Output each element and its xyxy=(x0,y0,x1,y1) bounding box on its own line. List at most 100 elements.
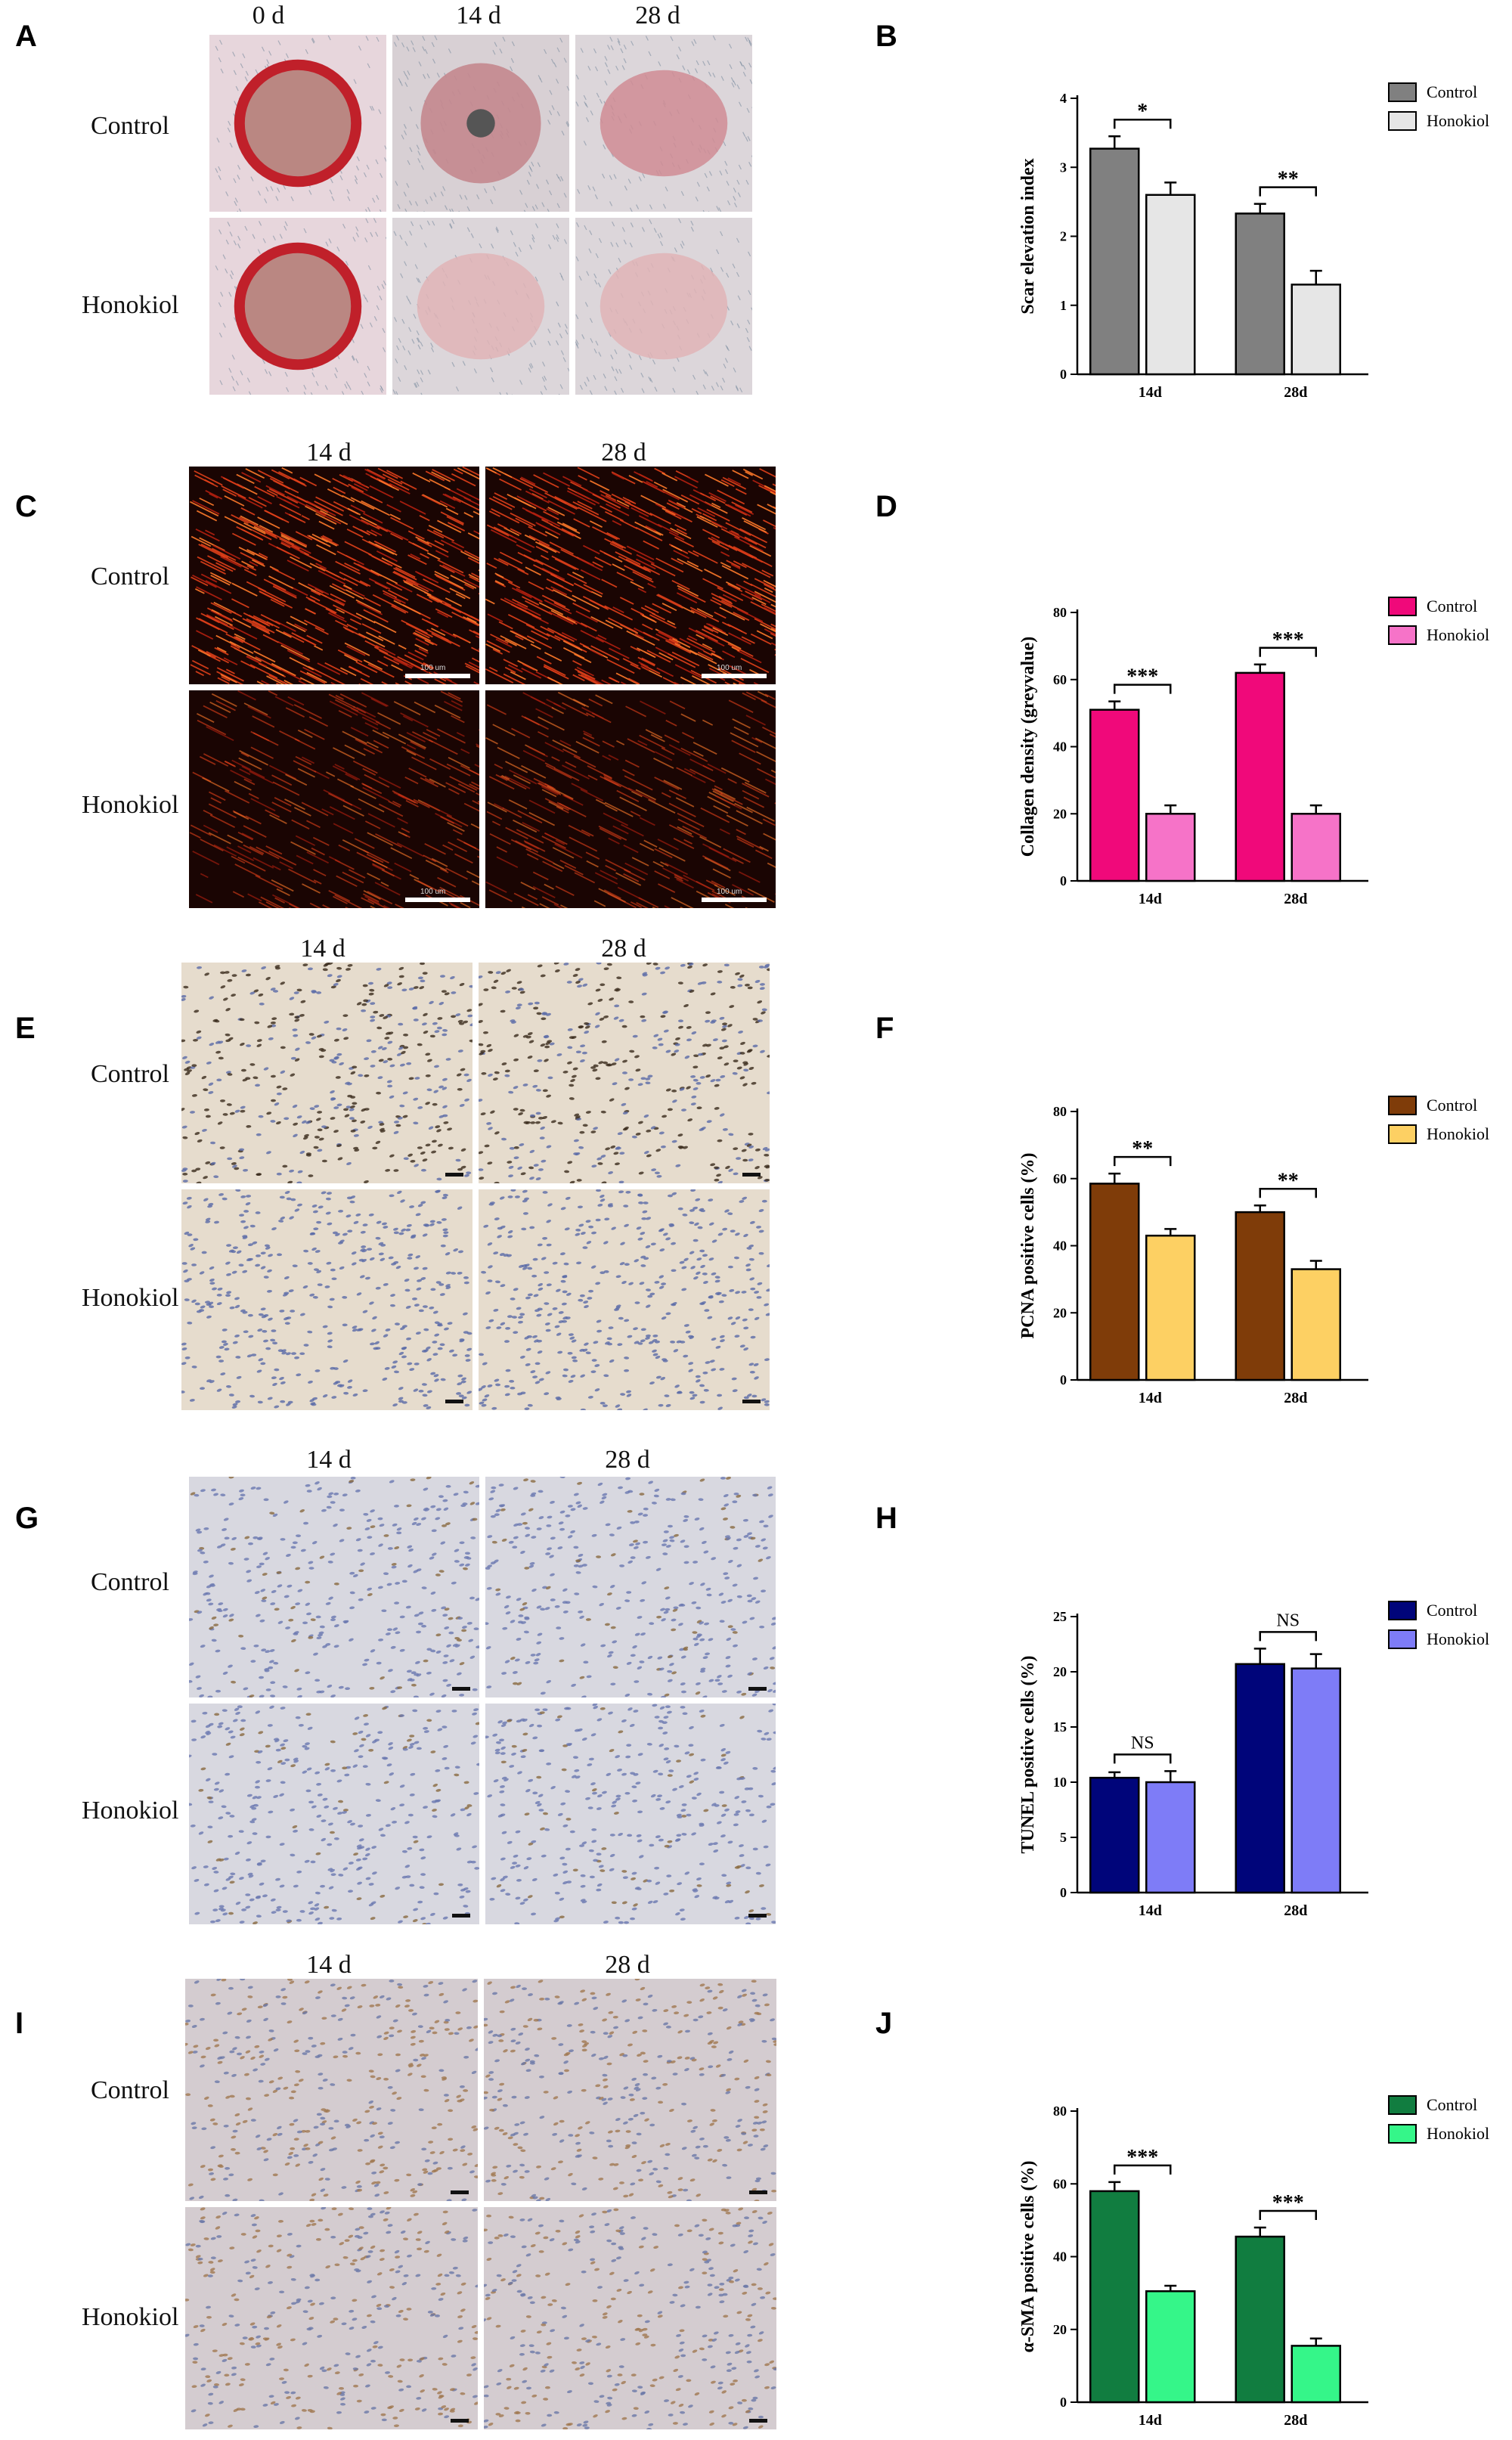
significance-label: *** xyxy=(1272,2191,1304,2215)
col-head-28d: 28 d xyxy=(575,439,673,467)
bar xyxy=(1292,2345,1340,2402)
bar xyxy=(1146,195,1194,374)
legend-label: Honokiol xyxy=(1427,111,1489,130)
row-label-control: Control xyxy=(91,563,169,591)
scale-bar xyxy=(702,674,767,678)
bar xyxy=(1292,284,1340,374)
wound-image xyxy=(575,35,752,212)
legend-swatch xyxy=(1389,1096,1416,1115)
tunel-image xyxy=(189,1477,479,1697)
scale-bar xyxy=(742,1173,761,1177)
y-tick-label: 80 xyxy=(1053,2104,1067,2119)
wound-image-tile xyxy=(575,218,752,395)
significance-label: *** xyxy=(1126,2146,1158,2169)
y-tick-label: 0 xyxy=(1060,1885,1067,1900)
x-tick-label: 14d xyxy=(1139,2412,1162,2429)
y-tick-label: 40 xyxy=(1053,2249,1067,2265)
legend-label: Honokiol xyxy=(1427,1629,1489,1648)
y-tick-label: 80 xyxy=(1053,605,1067,620)
scale-bar xyxy=(405,674,470,678)
col-head-14d: 14 d xyxy=(280,1951,378,1980)
wound-image xyxy=(392,35,569,212)
significance-label: ** xyxy=(1278,1169,1299,1192)
tunel-photo-grid xyxy=(189,1477,776,1924)
legend-swatch xyxy=(1389,1125,1416,1143)
sma-image-tile xyxy=(484,2207,776,2429)
sma-image-tile xyxy=(185,2207,478,2429)
col-head-0d: 0 d xyxy=(219,2,318,30)
col-head-14d: 14 d xyxy=(280,439,378,467)
bar xyxy=(1292,1669,1340,1893)
x-tick-label: 28d xyxy=(1284,2412,1307,2429)
bar xyxy=(1146,1236,1194,1380)
x-tick-label: 14d xyxy=(1139,1902,1162,1919)
legend-swatch xyxy=(1389,1630,1416,1648)
y-tick-label: 60 xyxy=(1053,2176,1067,2191)
legend-swatch xyxy=(1389,112,1416,130)
collagen-image-tile: 100 um xyxy=(189,690,479,908)
x-tick-label: 28d xyxy=(1284,1902,1307,1919)
tunel-image xyxy=(485,1477,776,1697)
wound-image-tile xyxy=(209,218,386,395)
x-tick-label: 28d xyxy=(1284,891,1307,907)
legend-swatch xyxy=(1389,2096,1416,2114)
wound-image-tile xyxy=(392,35,569,212)
sma-image-tile xyxy=(185,1979,478,2201)
bar xyxy=(1292,1270,1340,1380)
scale-bar xyxy=(742,1400,761,1403)
pcna-photo-grid xyxy=(181,963,770,1410)
legend-swatch xyxy=(1389,2125,1416,2143)
col-head-14d: 14 d xyxy=(429,2,528,30)
y-tick-label: 3 xyxy=(1060,160,1067,175)
legend-swatch xyxy=(1389,597,1416,615)
collagen-image xyxy=(485,467,776,684)
wound-image xyxy=(575,218,752,395)
scale-bar xyxy=(748,1914,767,1918)
legend-label: Control xyxy=(1427,2095,1477,2114)
row-label-control: Control xyxy=(91,2076,169,2105)
legend-swatch xyxy=(1389,626,1416,644)
row-label-honokiol: Honokiol xyxy=(82,2303,178,2332)
col-head-14d: 14 d xyxy=(274,935,372,963)
legend-label: Honokiol xyxy=(1427,2124,1489,2143)
scale-bar-label: 100 um xyxy=(717,888,742,896)
y-axis-label: Collagen density (greyvalue) xyxy=(1018,637,1038,857)
legend-label: Control xyxy=(1427,82,1477,101)
bar xyxy=(1090,149,1139,374)
wound-image xyxy=(392,218,569,395)
pcna-image xyxy=(181,963,472,1183)
y-tick-label: 20 xyxy=(1053,1305,1067,1320)
y-tick-label: 60 xyxy=(1053,672,1067,687)
collagen-image xyxy=(485,690,776,908)
bar xyxy=(1090,710,1139,881)
tunel-image-tile xyxy=(189,1704,479,1924)
y-tick-label: 40 xyxy=(1053,1239,1067,1254)
scale-bar xyxy=(749,2190,767,2194)
y-tick-label: 20 xyxy=(1053,1664,1067,1679)
scale-bar xyxy=(452,1687,470,1691)
significance-label: *** xyxy=(1272,628,1304,652)
scale-bar xyxy=(702,898,767,902)
wound-photo-grid xyxy=(209,35,752,395)
scale-bar xyxy=(405,898,470,902)
y-tick-label: 1 xyxy=(1060,298,1067,313)
wound-image-tile xyxy=(575,35,752,212)
row-label-honokiol: Honokiol xyxy=(82,291,178,320)
pcna-image xyxy=(181,1189,472,1410)
col-head-14d: 14 d xyxy=(280,1446,378,1474)
y-tick-label: 5 xyxy=(1060,1830,1067,1845)
scale-bar-label: 100 um xyxy=(717,664,742,672)
legend-label: Control xyxy=(1427,1096,1477,1115)
row-label-honokiol: Honokiol xyxy=(82,791,178,820)
wound-image xyxy=(209,218,386,395)
col-head-28d: 28 d xyxy=(575,935,673,963)
wound-image-tile xyxy=(209,35,386,212)
col-head-28d: 28 d xyxy=(609,2,707,30)
row-label-honokiol: Honokiol xyxy=(82,1797,178,1825)
